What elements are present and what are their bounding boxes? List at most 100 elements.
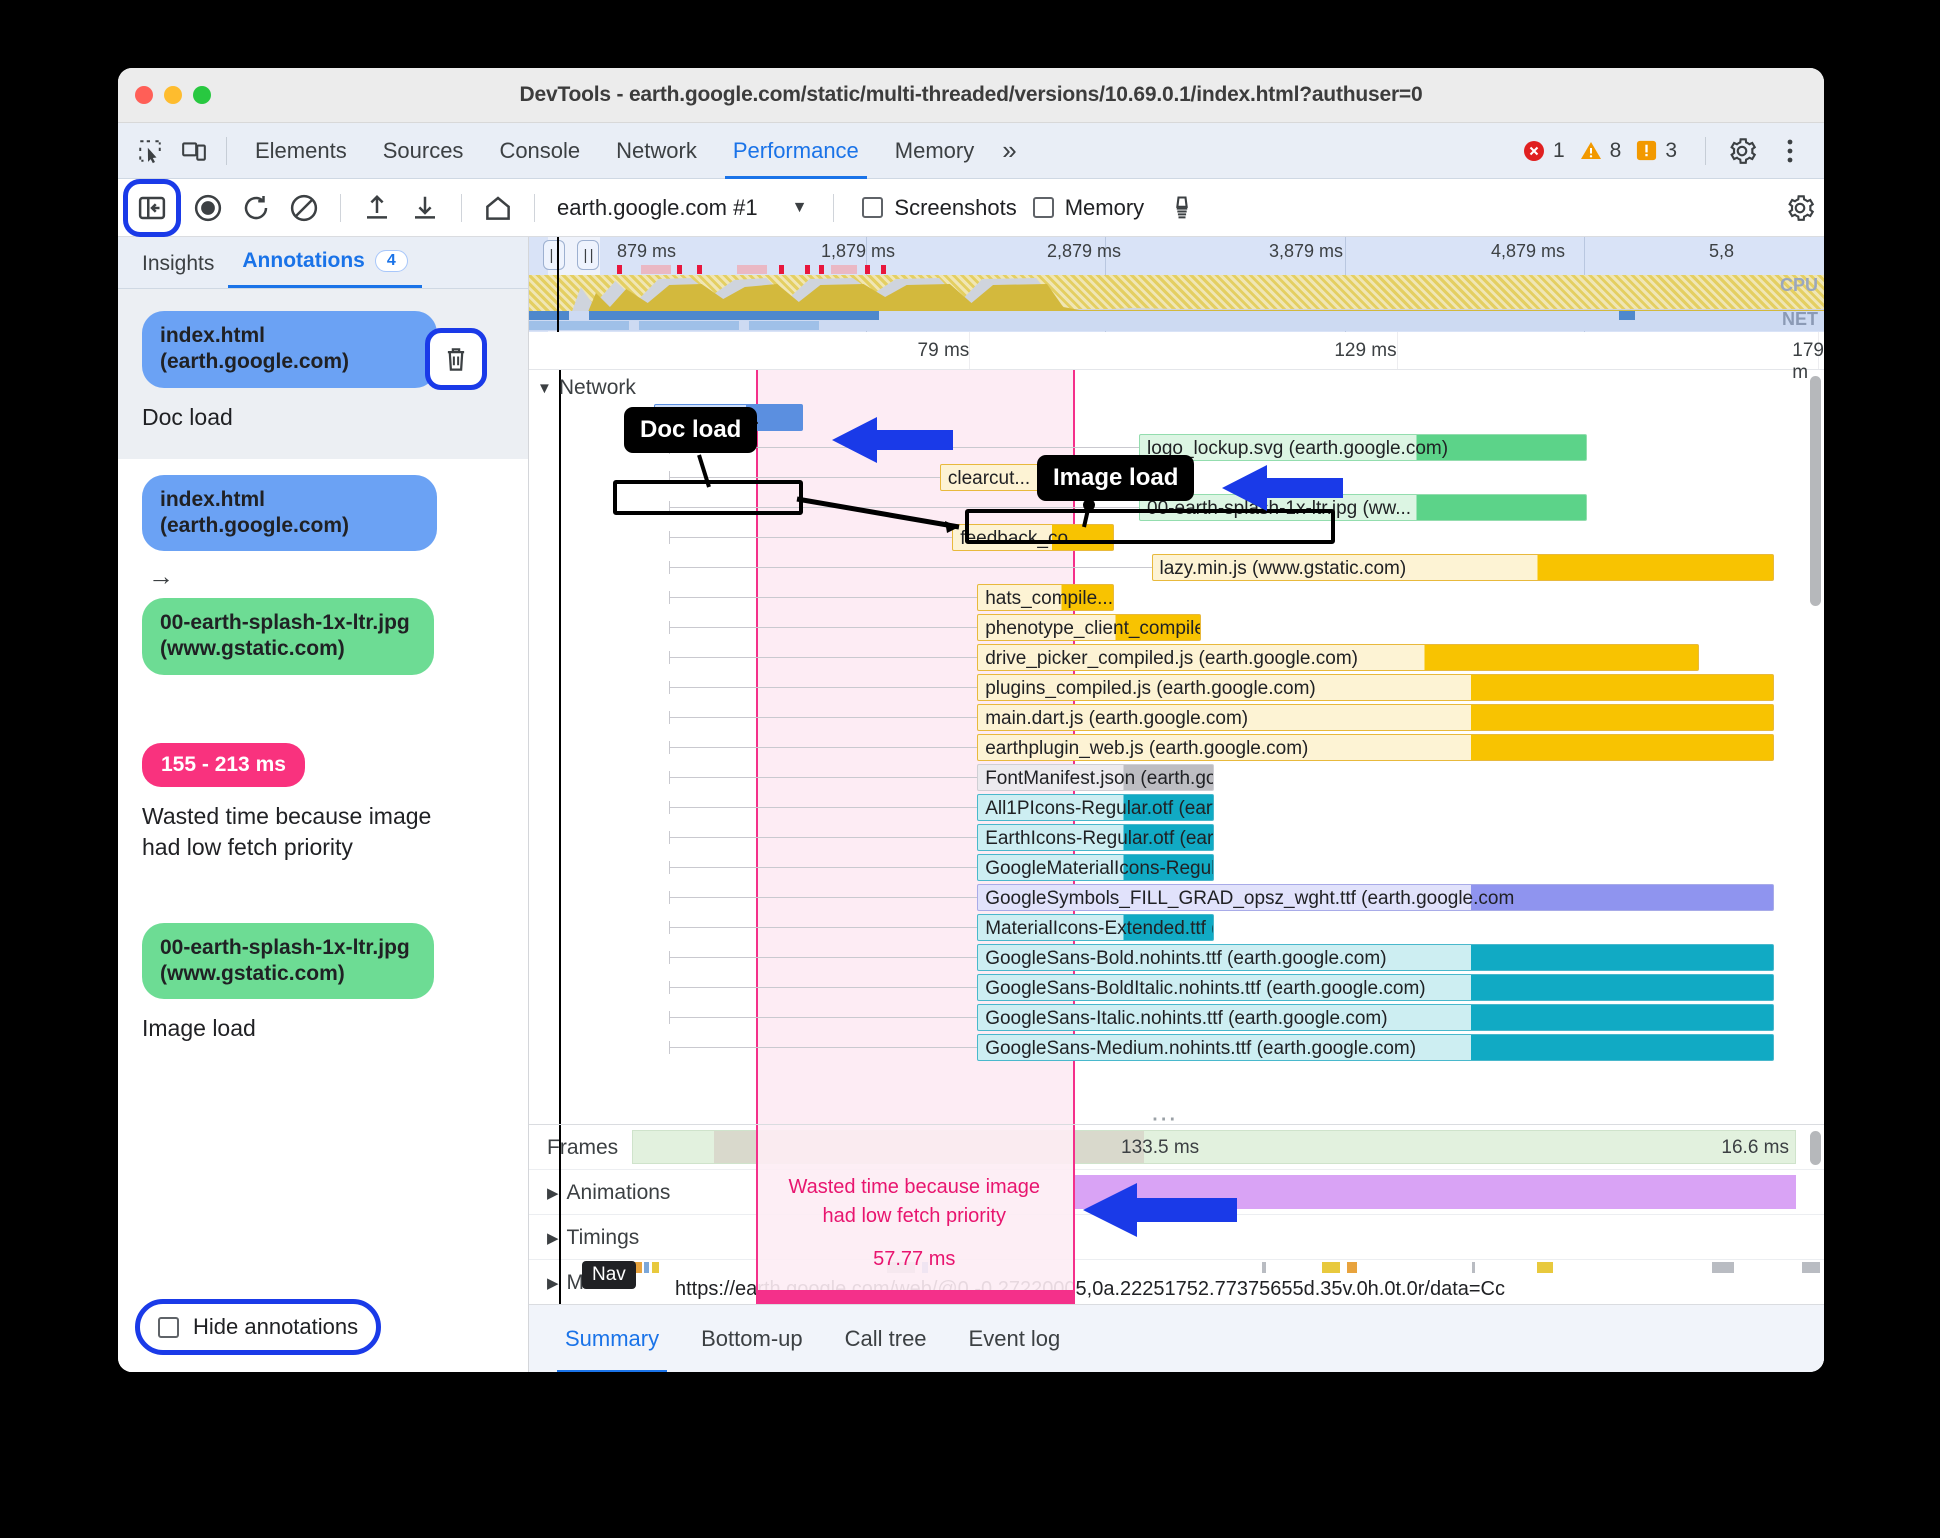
request-bar[interactable]: logo_lockup.svg (earth.google.com) [1139, 434, 1588, 461]
track-row-timings[interactable]: ▶ Timings [529, 1215, 1824, 1260]
annotation-image-chip[interactable]: 00-earth-splash-1x-ltr.jpg (www.gstatic.… [142, 922, 434, 1000]
request-bar[interactable]: FontManifest.json (earth.goog... [977, 764, 1214, 791]
request-bar[interactable]: EarthIcons-Regular.otf (earth.... [977, 824, 1214, 851]
network-request-row[interactable]: GoogleMaterialIcons-Regular.... [529, 854, 1824, 884]
network-request-row[interactable]: GoogleSans-Medium.nohints.ttf (earth.goo… [529, 1034, 1824, 1064]
annotation-entry-chip[interactable]: index.html (earth.google.com) [142, 311, 437, 388]
request-bar[interactable]: GoogleSymbols_FILL_GRAD_opsz_wght.ttf (e… [977, 884, 1774, 911]
minimize-window-button[interactable] [164, 86, 182, 104]
request-bar[interactable]: plugins_compiled.js (earth.google.com) [977, 674, 1774, 701]
annotation-link-from-chip[interactable]: index.html (earth.google.com) [142, 474, 437, 552]
frames-strip[interactable]: 133.5 ms 16.6 ms [632, 1130, 1796, 1164]
request-bar[interactable]: All1PIcons-Regular.otf (earth.... [977, 794, 1214, 821]
track-row-frames[interactable]: Frames 133.5 ms 16.6 ms [529, 1125, 1824, 1170]
save-profile-icon[interactable] [401, 184, 449, 232]
timeline-overview[interactable]: | | | | 879 ms 1,879 ms 2,879 ms 3,879 m… [529, 237, 1824, 332]
network-group-header[interactable]: ▼ Network [537, 376, 636, 400]
reload-and-record-icon[interactable] [232, 184, 280, 232]
annotation-item-image-load[interactable]: 00-earth-splash-1x-ltr.jpg (www.gstatic.… [118, 889, 528, 1071]
main-expander-icon[interactable]: ▶ [547, 1275, 559, 1292]
tab-memory[interactable]: Memory [894, 137, 975, 163]
network-request-row[interactable]: GoogleSans-Bold.nohints.ttf (earth.googl… [529, 944, 1824, 974]
frame-block[interactable] [714, 1131, 1145, 1163]
annotation-item-range[interactable]: 155 - 213 ms Wasted time because image h… [118, 701, 528, 889]
flamechart-scrollbar[interactable] [1810, 376, 1821, 606]
timeline-ruler[interactable]: 79 ms 129 ms 179 m [529, 332, 1824, 383]
toggle-sidebar-icon[interactable] [123, 178, 181, 237]
network-request-row[interactable]: All1PIcons-Regular.otf (earth.... [529, 794, 1824, 824]
capture-settings-gear-icon[interactable] [1776, 184, 1824, 232]
annotation-item-link[interactable]: index.html (earth.google.com) → 00-earth… [118, 459, 528, 701]
network-request-row[interactable]: drive_picker_compiled.js (earth.google.c… [529, 644, 1824, 674]
request-bar[interactable]: phenotype_client_compiled.j... [977, 614, 1202, 641]
overview-left-handle[interactable]: | | [543, 240, 565, 270]
details-tab-call-tree[interactable]: Call tree [844, 1325, 927, 1351]
request-bar[interactable]: GoogleSans-Italic.nohints.ttf (earth.goo… [977, 1004, 1774, 1031]
network-request-row[interactable]: phenotype_client_compiled.j... [529, 614, 1824, 644]
sidebar-tab-insights[interactable]: Insights [142, 252, 215, 275]
memory-checkbox[interactable] [1032, 197, 1054, 218]
annotation-link-to-chip[interactable]: 00-earth-splash-1x-ltr.jpg (www.gstatic.… [142, 598, 434, 675]
hide-annotations-checkbox[interactable] [158, 1316, 179, 1338]
request-bar[interactable]: lazy.min.js (www.gstatic.com) [1151, 554, 1774, 581]
tab-console[interactable]: Console [499, 137, 581, 163]
network-request-row[interactable]: MaterialIcons-Extended.ttf (ea... [529, 914, 1824, 944]
tab-sources[interactable]: Sources [382, 137, 464, 163]
collect-garbage-icon[interactable] [1158, 184, 1206, 232]
timings-track-label[interactable]: ▶ Timings [547, 1226, 639, 1250]
track-row-main[interactable]: ▶ Ma [529, 1260, 1824, 1305]
network-request-row[interactable]: EarthIcons-Regular.otf (earth.... [529, 824, 1824, 854]
delete-annotation-button[interactable] [425, 328, 487, 390]
request-bar[interactable]: MaterialIcons-Extended.ttf (ea... [977, 914, 1214, 941]
network-request-row[interactable]: GoogleSymbols_FILL_GRAD_opsz_wght.ttf (e… [529, 884, 1824, 914]
request-bar[interactable]: GoogleMaterialIcons-Regular.... [977, 854, 1214, 881]
request-bar[interactable]: GoogleSans-BoldItalic.nohints.ttf (earth… [977, 974, 1774, 1001]
details-tab-bottom-up[interactable]: Bottom-up [701, 1325, 803, 1351]
request-bar[interactable]: GoogleSans-Bold.nohints.ttf (earth.googl… [977, 944, 1774, 971]
network-request-row[interactable]: earthplugin_web.js (earth.google.com) [529, 734, 1824, 764]
screenshots-checkbox-row[interactable]: Screenshots [862, 195, 1017, 221]
error-counter[interactable]: 1 [1522, 139, 1565, 163]
tab-network[interactable]: Network [616, 137, 697, 163]
timings-expander-icon[interactable]: ▶ [547, 1230, 559, 1247]
details-tab-summary[interactable]: Summary [547, 1305, 677, 1372]
request-bar[interactable]: GoogleSans-Medium.nohints.ttf (earth.goo… [977, 1034, 1774, 1061]
tracks-scrollbar[interactable] [1810, 1131, 1821, 1165]
network-request-row[interactable]: GoogleSans-Italic.nohints.ttf (earth.goo… [529, 1004, 1824, 1034]
hide-annotations-row[interactable]: Hide annotations [134, 1299, 382, 1355]
maximize-window-button[interactable] [193, 86, 211, 104]
network-request-row[interactable]: main.dart.js (earth.google.com) [529, 704, 1824, 734]
network-request-row[interactable]: logo_lockup.svg (earth.google.com) [529, 434, 1824, 464]
issues-counter[interactable]: 3 [1635, 139, 1677, 163]
request-bar[interactable]: hats_compile... [977, 584, 1115, 611]
more-options-icon[interactable] [1768, 129, 1812, 173]
network-request-row[interactable]: GoogleSans-BoldItalic.nohints.ttf (earth… [529, 974, 1824, 1004]
network-request-row[interactable]: hats_compile... [529, 584, 1824, 614]
tab-performance[interactable]: Performance [715, 123, 877, 179]
sidebar-tab-annotations[interactable]: Annotations 4 [228, 249, 422, 288]
load-profile-icon[interactable] [353, 184, 401, 232]
details-tab-event-log[interactable]: Event log [968, 1325, 1061, 1351]
device-toolbar-icon[interactable] [172, 129, 216, 173]
memory-checkbox-row[interactable]: Memory [1032, 195, 1144, 221]
request-bar[interactable]: 00-earth-splash-1x-ltr.jpg (ww... [1139, 494, 1588, 521]
clear-recording-icon[interactable] [280, 184, 328, 232]
overview-right-handle[interactable]: | | [577, 240, 599, 270]
chevron-down-icon[interactable]: ▼ [791, 198, 808, 216]
network-request-row[interactable]: FontManifest.json (earth.goog... [529, 764, 1824, 794]
recording-selector-label[interactable]: earth.google.com #1 [557, 194, 758, 220]
close-window-button[interactable] [135, 86, 153, 104]
request-bar[interactable]: earthplugin_web.js (earth.google.com) [977, 734, 1774, 761]
request-bar[interactable]: drive_picker_compiled.js (earth.google.c… [977, 644, 1700, 671]
network-group-expander-icon[interactable]: ▼ [537, 379, 552, 397]
settings-gear-icon[interactable] [1720, 129, 1764, 173]
more-tabs-icon[interactable]: » [1002, 135, 1017, 165]
animations-expander-icon[interactable]: ▶ [547, 1185, 559, 1202]
animations-track-label[interactable]: ▶ Animations [547, 1181, 670, 1205]
tab-elements[interactable]: Elements [255, 137, 347, 163]
screenshots-checkbox[interactable] [862, 197, 884, 218]
network-request-row[interactable]: lazy.min.js (www.gstatic.com) [529, 554, 1824, 584]
record-button[interactable] [184, 184, 232, 232]
home-icon[interactable] [474, 184, 522, 232]
inspect-element-icon[interactable] [128, 129, 172, 173]
